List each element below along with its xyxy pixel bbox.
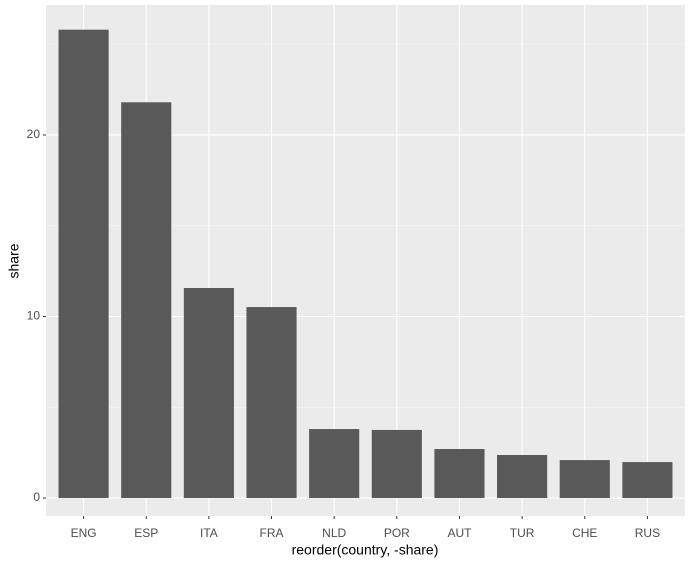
bar [559, 460, 610, 499]
bar [58, 29, 109, 499]
y-tick-label: 0 [33, 490, 40, 504]
bar [434, 449, 485, 499]
bar [309, 429, 360, 499]
x-tick-label: FRA [260, 526, 284, 540]
bar [121, 102, 172, 499]
bar [497, 455, 548, 499]
x-tick-label: ENG [71, 526, 97, 540]
x-tick-label: RUS [635, 526, 660, 540]
bar [622, 462, 673, 499]
x-tick-label: ESP [134, 526, 158, 540]
y-tick-label: 20 [27, 127, 41, 141]
x-tick-label: ITA [200, 526, 218, 540]
x-tick-label: NLD [322, 526, 346, 540]
x-tick-label: TUR [510, 526, 535, 540]
x-tick-label: AUT [447, 526, 472, 540]
bar [246, 307, 297, 499]
x-tick-label: CHE [572, 526, 597, 540]
bar [371, 429, 422, 499]
x-tick-label: POR [384, 526, 410, 540]
y-axis-title: share [6, 243, 22, 278]
x-axis-title: reorder(country, -share) [292, 542, 439, 558]
bar [183, 288, 234, 499]
y-tick-label: 10 [27, 309, 41, 323]
